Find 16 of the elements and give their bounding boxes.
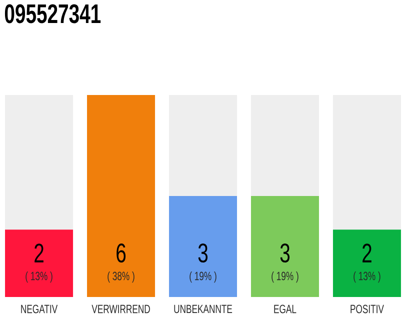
data-label: 2 bbox=[362, 244, 372, 262]
data-label: 2 bbox=[34, 244, 44, 262]
data-label: 3 bbox=[280, 243, 290, 263]
x-tick-label: NEGATIV bbox=[21, 304, 58, 314]
x-tick-label: VERWIRREND bbox=[92, 304, 150, 314]
x-tick-label: POSITIV bbox=[350, 304, 384, 314]
annotation: ( 19% ) bbox=[272, 271, 298, 283]
x-tick-label: EGAL bbox=[274, 304, 296, 314]
data-label: 3 bbox=[198, 243, 208, 263]
annotation: ( 13% ) bbox=[26, 271, 52, 283]
x-tick-label: UNBEKANNTE bbox=[174, 304, 232, 314]
data-label: 6 bbox=[116, 243, 126, 263]
annotation: ( 13% ) bbox=[354, 271, 380, 283]
annotation: ( 38% ) bbox=[108, 271, 134, 283]
annotation: ( 19% ) bbox=[190, 271, 216, 283]
chart-title: 095527341 bbox=[4, 4, 101, 24]
